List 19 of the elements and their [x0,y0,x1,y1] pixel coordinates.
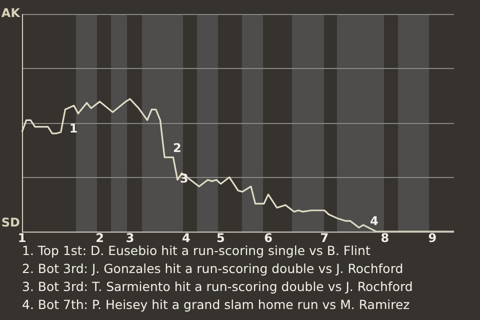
text: 2. Bot 3rd: J. Gonzales hit a run-scoring double vs J. Rochford [22,260,404,278]
x-tick-label: 9 [428,230,437,245]
x-tick-label: 8 [380,230,390,245]
text: SD [1,216,20,230]
annotation: 1 [69,121,78,136]
x-tick-label: 5 [216,230,225,245]
x-tick-label: 2 [96,230,104,245]
x-tick-label: 1 [18,230,26,245]
x-tick-label: 4 [182,230,190,245]
text: AK [1,6,21,20]
x-tick-label: 7 [320,230,329,245]
annotation: 3 [180,172,188,186]
annotation: 2 [173,141,182,156]
x-tick-label: 3 [126,230,134,245]
text: 1. Top 1st: D. Eusebio hit a run-scoring single vs B. Flint [22,243,370,258]
annotation: 4 [370,214,378,228]
text: 4. Bot 7th: P. Heisey hit a grand slam home run vs M. Ramirez [22,296,411,314]
x-tick-label: 6 [264,230,272,245]
text: 3. Bot 3rd: T. Sarmiento hit a run-scoring double vs J. Rochford [22,278,413,296]
